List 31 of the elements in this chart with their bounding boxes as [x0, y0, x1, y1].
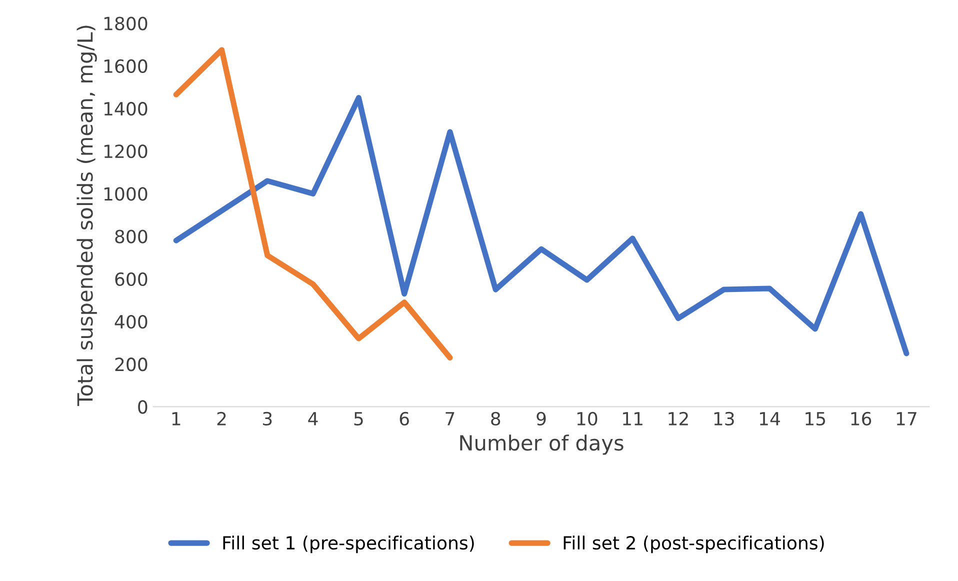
x-tick-label: 10 [577, 412, 598, 426]
x-tick-label: 7 [446, 412, 454, 426]
x-tick-label: 6 [400, 412, 409, 426]
x-tick-label: 4 [308, 412, 318, 426]
x-tick-label: 5 [354, 412, 363, 426]
x-tick-label: 14 [760, 412, 780, 426]
x-tick-label: 15 [806, 412, 826, 426]
y-tick-label: 200 [115, 358, 148, 372]
x-tick-label: 11 [623, 412, 642, 426]
y-tick-label: 1200 [104, 144, 148, 158]
x-tick-label: 8 [491, 412, 500, 426]
x-tick-label: 1 [172, 412, 180, 426]
x-tick-label: 16 [851, 412, 872, 426]
y-tick-label: 0 [138, 400, 148, 414]
y-tick-label: 1400 [104, 102, 148, 116]
x-tick-label: 13 [714, 412, 734, 426]
y-tick-label: 1800 [104, 16, 148, 30]
y-axis-title: Total suspended solids (mean, mg/L) [76, 26, 97, 406]
y-tick-label: 600 [115, 272, 148, 286]
x-tick-label: 17 [896, 412, 916, 426]
x-tick-label: 2 [217, 412, 226, 426]
x-tick-label: 3 [263, 412, 272, 426]
y-tick-label: 1600 [104, 59, 148, 73]
x-axis-title: Number of days [460, 434, 624, 455]
y-tick-label: 800 [115, 230, 148, 244]
x-tick-label: 12 [668, 412, 688, 426]
x-tick-label: 9 [536, 412, 546, 426]
y-tick-label: 400 [114, 314, 148, 329]
legend-label: Fill set 2 (post-specifications) [564, 536, 824, 554]
y-tick-label: 1000 [104, 187, 148, 201]
legend-label: Fill set 1 (pre-specifications) [223, 536, 474, 554]
